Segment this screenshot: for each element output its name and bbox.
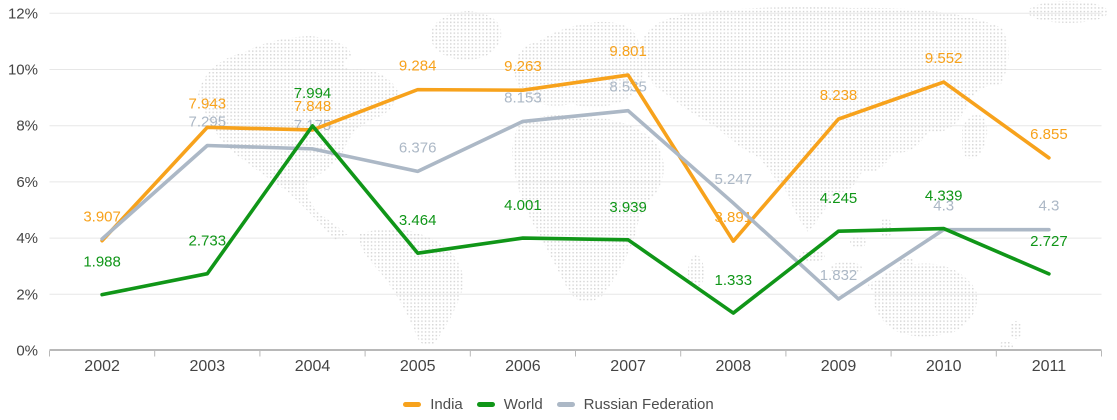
data-label: 1.832 xyxy=(820,267,858,284)
x-axis-label: 2003 xyxy=(190,358,226,375)
legend: India World Russian Federation xyxy=(0,390,1117,418)
island-new-zealand-south xyxy=(999,341,1013,351)
continent-greenland xyxy=(430,11,502,60)
data-label: 4.001 xyxy=(504,197,542,214)
x-axis-label: 2006 xyxy=(505,358,541,375)
data-label: 3.907 xyxy=(83,209,121,226)
data-label: 3.464 xyxy=(399,212,437,229)
world-map-background xyxy=(198,1,1108,351)
data-label: 3.939 xyxy=(609,199,647,216)
island-japan xyxy=(962,114,988,159)
data-label: 4.3 xyxy=(1038,198,1059,215)
data-label: 4.245 xyxy=(820,190,858,207)
island-sulawesi xyxy=(898,257,914,267)
continent-north-america xyxy=(198,36,398,240)
data-label: 6.376 xyxy=(399,139,437,156)
data-label: 9.284 xyxy=(399,58,437,75)
data-label: 2.727 xyxy=(1030,233,1068,250)
data-label: 4.339 xyxy=(925,188,963,205)
continent-asia xyxy=(640,6,1009,232)
series-line-india xyxy=(100,73,1051,243)
y-axis-tick-label: 0% xyxy=(16,343,38,360)
data-label: 6.855 xyxy=(1030,126,1068,143)
y-axis-tick-label: 10% xyxy=(8,62,38,79)
data-label: 9.263 xyxy=(504,58,542,75)
legend-item-world[interactable]: World xyxy=(476,395,543,413)
y-axis-tick-label: 12% xyxy=(8,5,38,22)
data-label: 9.552 xyxy=(925,50,963,67)
x-axis-label: 2008 xyxy=(716,358,752,375)
island-java xyxy=(830,262,862,274)
island-borneo xyxy=(850,236,866,248)
legend-label: World xyxy=(503,395,543,413)
island-madagascar xyxy=(688,255,704,289)
series-lines xyxy=(100,73,1051,315)
y-axis-tick-label: 6% xyxy=(16,174,38,191)
x-axis-label: 2007 xyxy=(610,358,646,375)
x-axis-label: 2011 xyxy=(1032,358,1067,375)
continent-australia xyxy=(873,263,978,337)
x-axis xyxy=(49,349,1102,357)
data-label: 7.994 xyxy=(294,85,332,102)
island-new-zealand-north xyxy=(1010,321,1022,339)
data-label: 5.247 xyxy=(715,171,753,188)
legend-label: Russian Federation xyxy=(583,395,714,413)
legend-swatch-icon xyxy=(476,401,495,407)
y-axis-tick-label: 8% xyxy=(16,118,38,135)
data-label: 4.3 xyxy=(933,198,954,215)
data-label: 7.848 xyxy=(294,98,332,115)
legend-swatch-icon xyxy=(556,401,575,407)
data-label: 1.333 xyxy=(715,272,753,289)
axis-labels: 0% 2% 4% 6% 8% 10% 12% 2002 2003 2004 2005 2006 2007… xyxy=(8,5,1066,375)
data-label: 1.988 xyxy=(83,254,121,271)
data-label: 8.153 xyxy=(504,89,542,106)
x-axis-label: 2009 xyxy=(821,358,857,375)
y-axis-tick-label: 4% xyxy=(16,230,38,247)
x-axis-label: 2004 xyxy=(295,358,331,375)
legend-label: India xyxy=(430,395,463,413)
y-axis-tick-label: 2% xyxy=(16,286,38,303)
series-line-russian-federation xyxy=(100,108,1051,301)
x-axis-label: 2002 xyxy=(84,358,120,375)
legend-swatch-icon xyxy=(403,401,422,407)
data-label: 2.733 xyxy=(189,233,227,250)
continent-south-america xyxy=(359,228,464,346)
continent-africa xyxy=(512,114,664,303)
x-axis-label: 2010 xyxy=(926,358,962,375)
data-label: 9.801 xyxy=(609,43,647,60)
region-northeast-siberia xyxy=(1028,1,1108,23)
legend-item-russian-federation[interactable]: Russian Federation xyxy=(556,395,714,413)
series-line-world xyxy=(100,124,1051,315)
data-label: 8.238 xyxy=(820,87,858,104)
island-philippines xyxy=(880,218,892,238)
x-axis-label: 2005 xyxy=(400,358,436,375)
data-label: 7.943 xyxy=(189,95,227,112)
legend-item-india[interactable]: India xyxy=(403,396,463,413)
